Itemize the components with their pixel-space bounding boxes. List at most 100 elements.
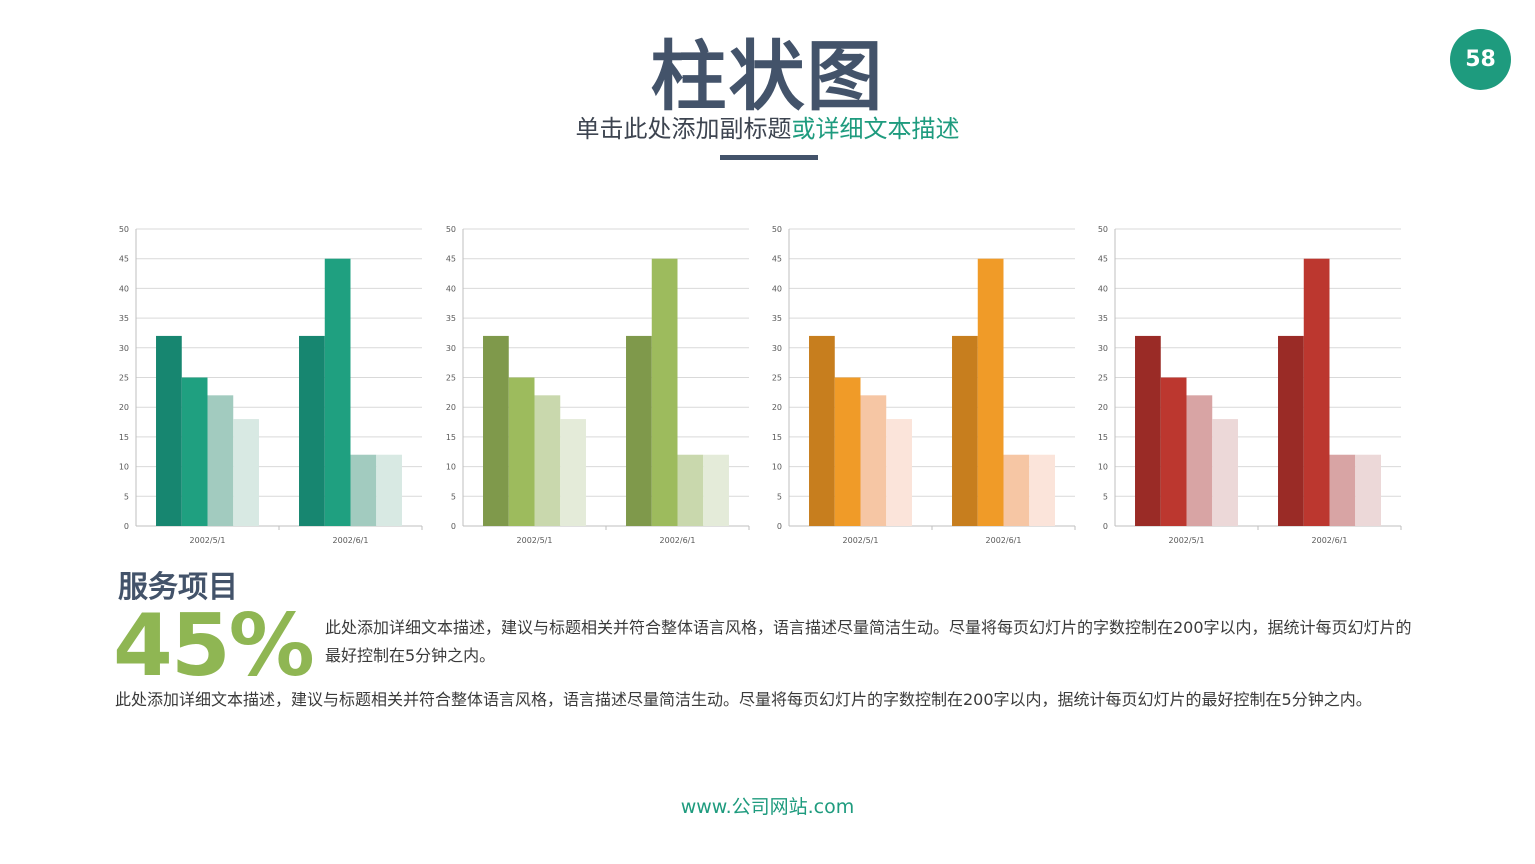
x-tick-label: 2002/5/1: [190, 536, 226, 545]
y-tick-label: 45: [119, 255, 129, 264]
y-tick-label: 30: [119, 344, 129, 353]
section-title: 服务项目: [118, 570, 238, 605]
bar: [703, 454, 729, 526]
y-tick-label: 50: [446, 225, 456, 234]
bar: [1160, 377, 1187, 526]
y-tick-label: 25: [1098, 374, 1108, 383]
y-tick-label: 50: [772, 225, 782, 234]
bar: [1029, 454, 1055, 526]
page-subtitle: 单击此处添加副标题或详细文本描述: [0, 112, 1535, 146]
bar: [809, 335, 835, 526]
y-tick-label: 25: [446, 374, 456, 383]
bar: [560, 419, 586, 526]
y-tick-label: 35: [772, 314, 782, 323]
bar: [677, 454, 704, 526]
y-tick-label: 30: [772, 344, 782, 353]
bar: [952, 335, 978, 526]
bar: [1135, 335, 1161, 526]
chart-svg: 0 5 10 15 20 25 30 35 40 45 50 2002/5/1 2002/6/1: [1098, 225, 1402, 545]
y-tick-label: 40: [446, 284, 456, 293]
bar: [483, 335, 509, 526]
y-tick-label: 0: [451, 522, 456, 531]
chart-svg: 0 5 10 15 20 25 30 35 40 45 50 2002/5/1 2002/6/1: [446, 225, 750, 545]
description-paragraph-1: 此处添加详细文本描述，建议与标题相关并符合整体语言风格，语言描述尽量简洁生动。尽…: [325, 618, 1412, 665]
x-tick-label: 2002/6/1: [986, 536, 1022, 545]
bar: [1212, 419, 1238, 526]
bar: [651, 258, 678, 526]
bar-chart-green: 0 5 10 15 20 25 30 35 40 45 50 2002/5/1 2002/6/1: [437, 221, 752, 553]
subtitle-accent: 或详细文本描述: [791, 115, 960, 143]
y-tick-label: 40: [119, 284, 129, 293]
x-tick-label: 2002/6/1: [660, 536, 696, 545]
y-tick-label: 35: [446, 314, 456, 323]
y-tick-label: 5: [1103, 492, 1108, 501]
x-tick-label: 2002/6/1: [1312, 536, 1348, 545]
y-tick-label: 20: [1098, 403, 1108, 412]
bar: [508, 377, 535, 526]
bar: [1003, 454, 1030, 526]
y-tick-label: 30: [1098, 344, 1108, 353]
y-tick-label: 45: [446, 255, 456, 264]
bar: [1329, 454, 1356, 526]
bar: [860, 395, 887, 526]
footer-url: www.公司网站.com: [680, 796, 855, 818]
y-tick-label: 20: [119, 403, 129, 412]
y-tick-label: 0: [124, 522, 129, 531]
y-tick-label: 10: [119, 463, 129, 472]
y-tick-label: 50: [1098, 225, 1108, 234]
bar: [534, 395, 561, 526]
bar: [233, 419, 259, 526]
y-tick-label: 35: [119, 314, 129, 323]
y-tick-label: 5: [124, 492, 129, 501]
y-tick-label: 25: [119, 374, 129, 383]
y-tick-label: 15: [772, 433, 782, 442]
y-tick-label: 50: [119, 225, 129, 234]
bar: [1355, 454, 1381, 526]
y-tick-label: 0: [777, 522, 782, 531]
y-tick-label: 10: [772, 463, 782, 472]
y-tick-label: 15: [1098, 433, 1108, 442]
bar-chart-orange: 0 5 10 15 20 25 30 35 40 45 50 2002/5/1 2002/6/1: [763, 221, 1078, 553]
bar: [1303, 258, 1330, 526]
x-tick-label: 2002/6/1: [333, 536, 369, 545]
bar: [626, 335, 652, 526]
y-tick-label: 35: [1098, 314, 1108, 323]
chart-svg: 0 5 10 15 20 25 30 35 40 45 50 2002/5/1 2002/6/1: [772, 225, 1076, 545]
y-tick-label: 5: [777, 492, 782, 501]
bar: [1186, 395, 1213, 526]
page-number-badge: 58: [1450, 29, 1511, 90]
y-tick-label: 10: [446, 463, 456, 472]
x-tick-label: 2002/5/1: [843, 536, 879, 545]
bar: [977, 258, 1004, 526]
y-tick-label: 15: [446, 433, 456, 442]
y-tick-label: 15: [119, 433, 129, 442]
subtitle-main: 单击此处添加副标题: [575, 115, 792, 143]
y-tick-label: 45: [772, 255, 782, 264]
chart-svg: 0 5 10 15 20 25 30 35 40 45 50 2002/5/1 2002/6/1: [119, 225, 423, 545]
y-tick-label: 0: [1103, 522, 1108, 531]
x-tick-label: 2002/5/1: [517, 536, 553, 545]
bar-chart-teal: 0 5 10 15 20 25 30 35 40 45 50 2002/5/1 2002/6/1: [110, 221, 425, 553]
bar: [156, 335, 182, 526]
y-tick-label: 20: [772, 403, 782, 412]
y-tick-label: 5: [451, 492, 456, 501]
y-tick-label: 30: [446, 344, 456, 353]
y-tick-label: 45: [1098, 255, 1108, 264]
y-tick-label: 20: [446, 403, 456, 412]
title-underline: [720, 155, 818, 160]
bar-chart-red: 0 5 10 15 20 25 30 35 40 45 50 2002/5/1 2002/6/1: [1089, 221, 1404, 553]
bar: [376, 454, 402, 526]
bar: [1278, 335, 1304, 526]
x-tick-label: 2002/5/1: [1169, 536, 1205, 545]
bar: [181, 377, 208, 526]
y-tick-label: 25: [772, 374, 782, 383]
y-tick-label: 10: [1098, 463, 1108, 472]
description-paragraph-2: 此处添加详细文本描述，建议与标题相关并符合整体语言风格，语言描述尽量简洁生动。尽…: [115, 690, 1372, 709]
y-tick-label: 40: [1098, 284, 1108, 293]
page-title: 柱状图: [650, 32, 885, 121]
bar: [834, 377, 861, 526]
big-percentage: 45%: [113, 596, 315, 696]
bar: [299, 335, 325, 526]
y-tick-label: 40: [772, 284, 782, 293]
bar: [350, 454, 377, 526]
